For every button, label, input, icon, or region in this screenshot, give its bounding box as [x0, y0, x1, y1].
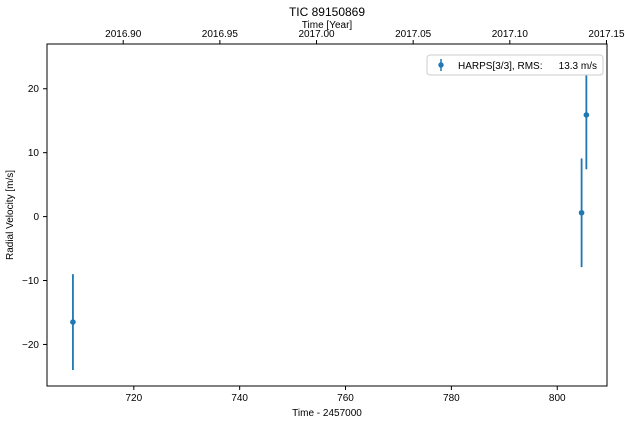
top-x-tick-label: 2017.05: [395, 29, 432, 40]
axis-ticks: 720 740 760 780 800 −20 −10 0 10 20 2016.90 2016.95…: [22, 29, 625, 404]
data-point: [70, 319, 76, 325]
x-tick-label: 760: [337, 393, 354, 404]
chart-title: TIC 89150869: [289, 5, 365, 19]
top-x-tick-label: 2016.90: [105, 29, 142, 40]
y-tick-label: 0: [33, 212, 39, 223]
top-x-tick-label: 2017.10: [492, 29, 529, 40]
x-axis-label: Time - 2457000: [292, 408, 362, 419]
legend: HARPS[3/3], RMS: 13.3 m/s: [426, 54, 604, 76]
y-tick-label: 20: [28, 84, 40, 95]
top-x-axis-label: Time [Year]: [302, 20, 353, 31]
plot-frame: [46, 43, 608, 387]
x-tick-label: 780: [443, 393, 460, 404]
x-tick-label: 720: [125, 393, 142, 404]
top-x-tick-label: 2016.95: [202, 29, 239, 40]
legend-marker-icon: [438, 62, 444, 68]
y-tick-label: −20: [22, 340, 39, 351]
data-point: [583, 112, 590, 118]
top-x-tick-label: 2017.15: [588, 29, 625, 40]
data-points: [70, 60, 590, 371]
y-axis-label: Radial Velocity [m/s]: [5, 170, 16, 260]
legend-rms-value: 13.3 m/s: [559, 61, 597, 72]
y-tick-label: 10: [28, 148, 40, 159]
x-tick-label: 800: [549, 393, 566, 404]
legend-box: [426, 54, 604, 76]
y-tick-label: −10: [22, 276, 39, 287]
legend-series-name: HARPS[3/3], RMS:: [458, 61, 542, 72]
top-x-tick-label: 2017.00: [298, 29, 335, 40]
data-point: [578, 209, 585, 216]
x-tick-label: 740: [231, 393, 248, 404]
